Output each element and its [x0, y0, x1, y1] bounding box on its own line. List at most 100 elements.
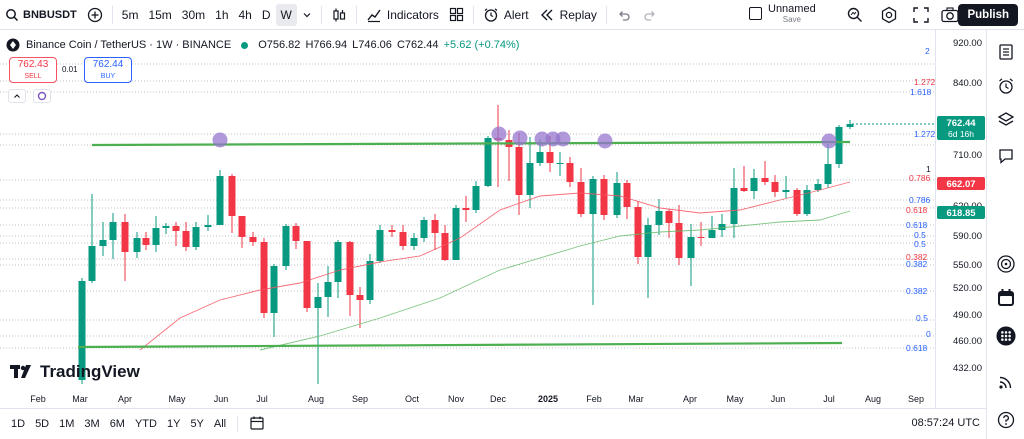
watchlist-button[interactable]: [996, 42, 1016, 62]
spread-value: 0.01: [62, 65, 78, 74]
candle-down: [292, 226, 300, 241]
settings-button[interactable]: [880, 6, 898, 27]
candle-down: [388, 230, 396, 232]
replay-label: Replay: [559, 7, 597, 22]
chats-button[interactable]: [996, 146, 1016, 166]
object-tree-button[interactable]: [996, 110, 1016, 130]
interval-15m[interactable]: 15m: [148, 7, 172, 22]
right-sidebar: [986, 30, 1024, 439]
redo-button[interactable]: [637, 0, 663, 30]
range-6m[interactable]: 6M: [109, 418, 125, 430]
products-button[interactable]: [996, 326, 1016, 346]
interval-4h[interactable]: 4h: [238, 7, 252, 22]
range-1d[interactable]: 1D: [11, 418, 26, 430]
compare-symbol-button[interactable]: [82, 0, 108, 30]
fib-level-label: 0.618: [906, 220, 928, 230]
price-axis[interactable]: 920.00840.00780.00710.00620.00590.00550.…: [935, 30, 986, 408]
candle-down: [182, 231, 190, 247]
time-axis-label: May: [726, 394, 744, 404]
candle-up: [376, 230, 384, 261]
templates-button[interactable]: [444, 0, 469, 30]
touch-marker: [534, 131, 550, 147]
streams-button[interactable]: [996, 372, 1016, 392]
fib-level-label: 1.272: [914, 129, 935, 139]
time-axis-label: Jun: [214, 394, 229, 404]
interval-dropdown[interactable]: [297, 0, 317, 30]
candles-group: [78, 105, 854, 384]
divider: [605, 5, 607, 24]
series-title: Binance Coin / TetherUS · 1W · BINANCE: [26, 39, 232, 51]
range-1m[interactable]: 1M: [59, 418, 75, 430]
alert-button[interactable]: Alert: [478, 0, 534, 30]
indicators-button[interactable]: Indicators: [361, 0, 444, 30]
touch-marker: [212, 132, 228, 148]
bnb-logo-icon: [6, 38, 20, 52]
range-1y[interactable]: 1Y: [166, 418, 181, 430]
candle-up: [192, 227, 200, 247]
replay-button[interactable]: Replay: [534, 0, 602, 30]
ideas-button[interactable]: [996, 254, 1016, 274]
time-axis-label: 2025: [538, 394, 558, 404]
candle-down: [771, 182, 779, 192]
time-axis-label: Nov: [448, 394, 465, 404]
layers-icon: [997, 112, 1015, 126]
candle-down: [249, 237, 257, 242]
divider: [320, 5, 322, 24]
time-axis-label: Feb: [586, 394, 602, 404]
price-axis-tick: 590.00: [953, 231, 982, 242]
fib-level-label: 0.786: [909, 195, 931, 205]
settings-icon: [881, 6, 897, 24]
calendar-button[interactable]: [996, 288, 1016, 308]
sell-button[interactable]: 762.43 SELL: [9, 57, 57, 83]
publish-button[interactable]: Publish: [958, 4, 1018, 26]
layout-name-button[interactable]: Unnamed Save: [749, 3, 816, 24]
alerts-button[interactable]: [996, 76, 1016, 96]
add-symbol-icon: [87, 7, 102, 22]
quick-search-button[interactable]: [846, 6, 864, 27]
indicator-toggle-button[interactable]: [33, 89, 51, 103]
camera-icon: [941, 7, 959, 23]
buy-button[interactable]: 762.44 BUY: [84, 57, 132, 83]
date-range-button[interactable]: [244, 415, 270, 434]
interval-30m[interactable]: 30m: [181, 7, 206, 22]
candle-up: [314, 297, 322, 308]
fullscreen-button[interactable]: [912, 6, 930, 27]
price-chart[interactable]: 21.2721.6181.27210.7860.7860.6180.6180.5…: [0, 30, 960, 408]
time-axis-label: Aug: [308, 394, 324, 404]
snapshot-button[interactable]: [940, 6, 960, 27]
range-all[interactable]: All: [213, 418, 227, 430]
undo-button[interactable]: [611, 0, 637, 30]
help-button[interactable]: [996, 410, 1016, 430]
time-axis-label: May: [168, 394, 186, 404]
candle-up: [644, 225, 652, 257]
collapse-legend-button[interactable]: [8, 89, 26, 103]
candle-up: [708, 230, 716, 238]
interval-5m[interactable]: 5m: [121, 7, 139, 22]
time-axis-label: Apr: [683, 394, 697, 404]
candle-up: [824, 164, 832, 184]
candle-up: [814, 184, 822, 190]
chart-style-button[interactable]: [326, 0, 352, 30]
high-value: H766.94: [305, 39, 348, 51]
replay-icon: [540, 9, 553, 20]
price-axis-tick: 520.00: [953, 283, 982, 294]
price-axis-tick: 432.00: [953, 363, 982, 374]
range-3m[interactable]: 3M: [84, 418, 100, 430]
interval-d[interactable]: D: [261, 7, 271, 22]
clock-utc[interactable]: 08:57:24 UTC: [911, 417, 980, 429]
range-5y[interactable]: 5Y: [190, 418, 204, 430]
chart-pane[interactable]: 2 1.272 1.618 1.272 1 0.786 0.786 0.618 0.618 0.5…: [0, 30, 960, 408]
range-ytd[interactable]: YTD: [134, 418, 157, 430]
symbol-search[interactable]: BNBUSDT: [0, 0, 82, 30]
fib-level-label: 1.272: [914, 77, 935, 87]
resistance-line: [91, 140, 851, 147]
close-value: C762.44: [396, 39, 439, 51]
range-5d[interactable]: 5D: [35, 418, 50, 430]
search-icon: [6, 8, 19, 21]
candle-down: [399, 232, 407, 246]
interval-w[interactable]: W: [275, 3, 297, 26]
candle-down: [761, 178, 769, 182]
top-toolbar: BNBUSDT 5m 15m 30m 1h 4h D W Indicators …: [0, 0, 1024, 30]
time-axis-label: Oct: [405, 394, 420, 404]
interval-1h[interactable]: 1h: [215, 7, 229, 22]
